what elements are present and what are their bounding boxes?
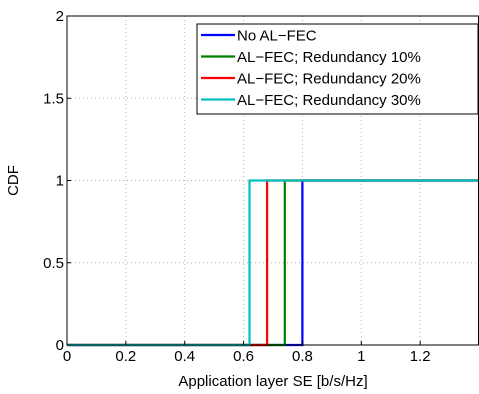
y-tick-label: 0 [56, 337, 64, 354]
y-tick-label: 0.5 [43, 255, 64, 272]
x-tick-label: 0.8 [292, 348, 313, 365]
legend-label: No AL−FEC [237, 28, 317, 45]
legend-label: AL−FEC; Redundancy 30% [237, 92, 421, 109]
axis-ticks [66, 15, 421, 346]
y-tick-label: 2 [56, 8, 64, 25]
y-tick-label: 1.5 [43, 90, 64, 107]
y-tick-label: 1 [56, 173, 64, 190]
series-line [67, 179, 479, 347]
axis-tick-labels: 0 0.2 0.4 0.6 0.8 1 1.2 0 0.5 1 1.5 2 [43, 8, 430, 365]
x-tick-label: 0.4 [174, 348, 195, 365]
x-tick-label: 1 [357, 348, 365, 365]
x-tick-label: 1.2 [410, 348, 431, 365]
x-tick-label: 0.6 [233, 348, 254, 365]
x-axis-label: Application layer SE [b/s/Hz] [178, 373, 367, 389]
series-lines [67, 179, 479, 347]
series-line [67, 179, 479, 347]
series-line [67, 179, 479, 347]
legend-label: AL−FEC; Redundancy 20% [237, 71, 421, 88]
y-axis-label: CDF [5, 165, 22, 196]
series-line [67, 179, 479, 347]
x-tick-label: 0 [63, 348, 71, 365]
legend-box [196, 23, 479, 115]
legend-label: AL−FEC; Redundancy 10% [237, 49, 421, 66]
legend: No AL−FEC AL−FEC; Redundancy 10% AL−FEC; R… [196, 23, 479, 115]
x-tick-label: 0.2 [115, 348, 136, 365]
